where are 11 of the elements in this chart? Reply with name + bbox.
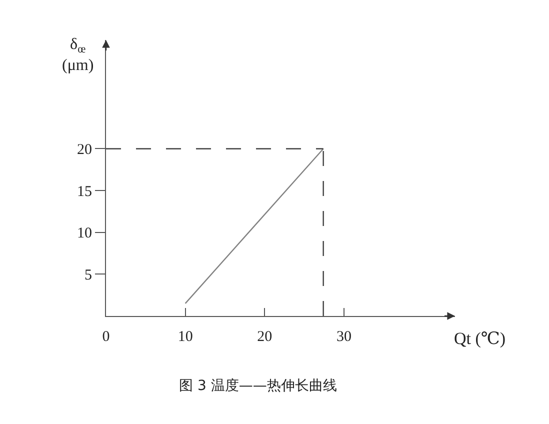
x-axis-title: Qt (℃) (454, 329, 506, 348)
x-tick-label: 10 (178, 329, 193, 345)
y-tick-label: 15 (77, 184, 92, 200)
y-tick-label: 20 (77, 142, 92, 158)
x-tick-label: 0 (102, 329, 110, 345)
x-tick-label: 20 (257, 329, 272, 345)
x-tick-label: 30 (336, 329, 352, 345)
y-tick-label: 5 (84, 267, 92, 284)
text: 图 3 温度——热伸长曲线 (179, 378, 337, 394)
y-tick-label: 10 (77, 226, 92, 242)
y-axis-title: δ$_{œ}$ (μm) (62, 36, 94, 74)
